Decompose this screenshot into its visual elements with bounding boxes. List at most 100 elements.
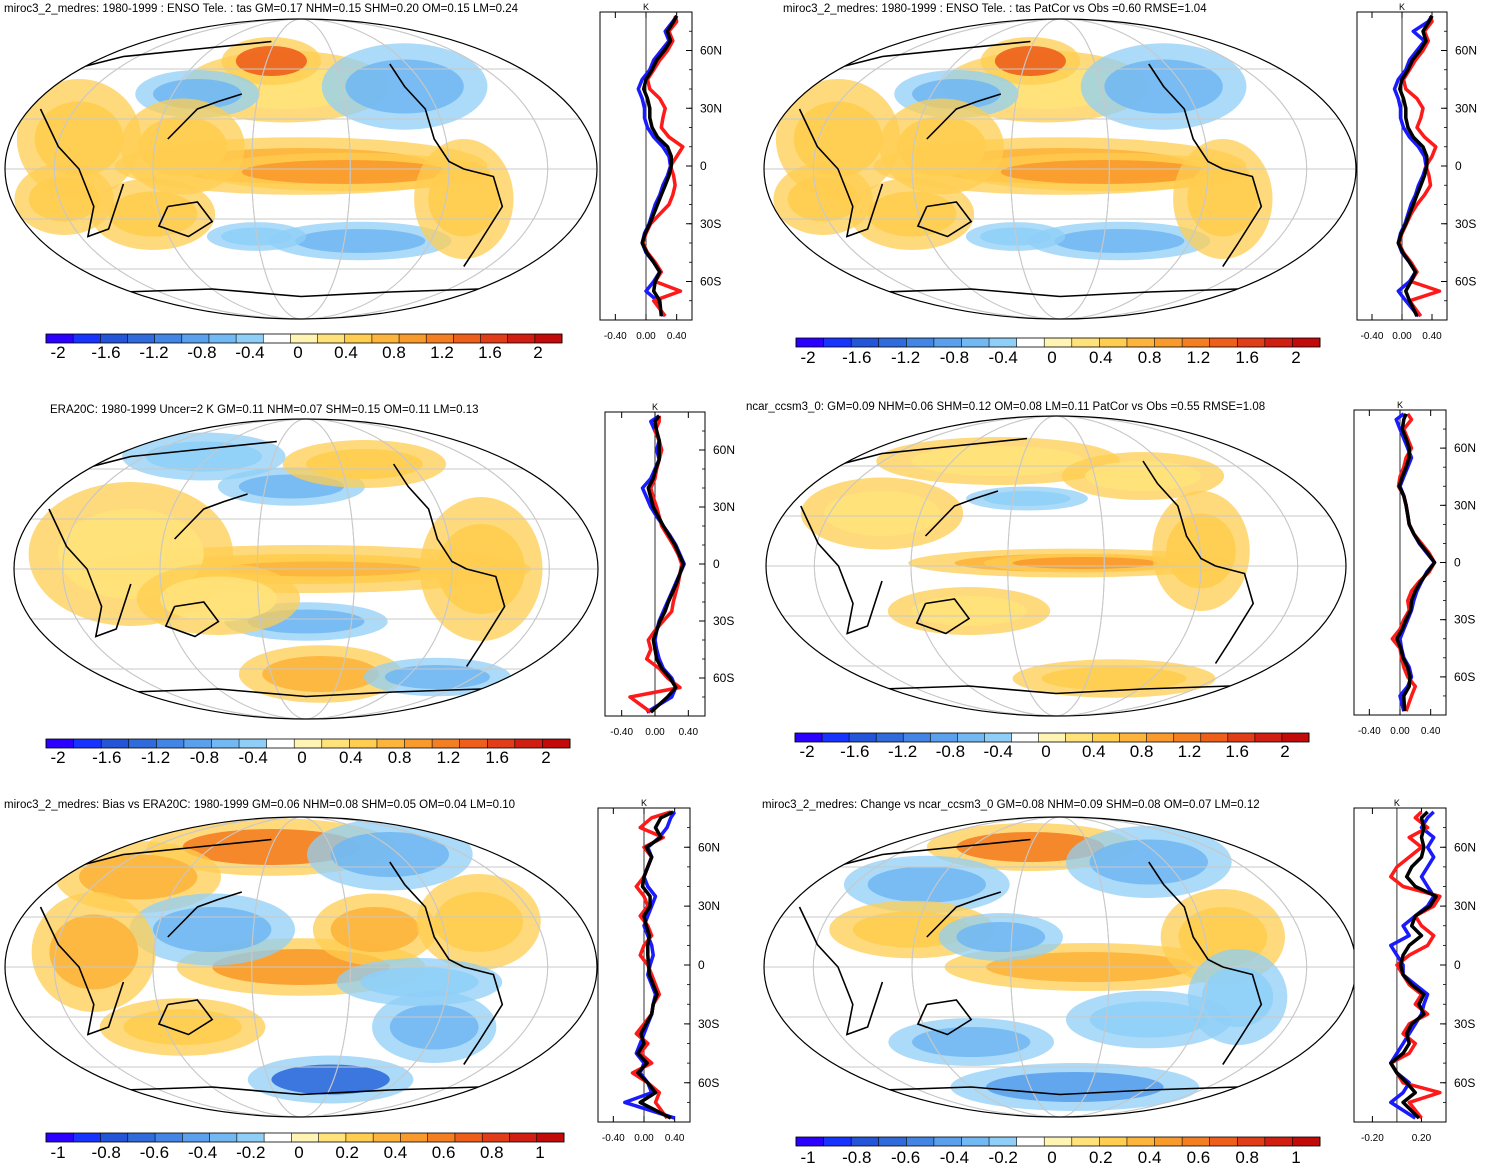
colorbar-cell [480, 334, 508, 343]
colorbar-cell [514, 739, 543, 748]
anomaly-core [897, 116, 986, 177]
colorbar-cell [1173, 733, 1202, 742]
coastline [926, 93, 1002, 140]
coastline [48, 508, 132, 638]
colorbar-cell [263, 334, 291, 343]
colorbar-cell [318, 1133, 347, 1142]
anomaly-core [360, 967, 479, 997]
colorbar-cell [399, 334, 427, 343]
colorbar-cell [46, 334, 74, 343]
panel-title: miroc3_2_medres: Bias vs ERA20C: 1980-19… [4, 799, 515, 811]
colorbar-tick-label: -2 [800, 348, 815, 367]
coastline [882, 288, 1238, 298]
panel-title: miroc3_2_medres: Change vs ncar_ccsm3_0 … [762, 799, 1260, 811]
coastline [882, 1086, 1238, 1096]
colorbar-cell [1099, 338, 1128, 347]
map-outline [765, 415, 1347, 717]
colorbar-cell [989, 1137, 1017, 1146]
coastline [798, 906, 884, 1036]
colorbar-tick-label: 1.2 [437, 748, 461, 767]
colorbar-cell [1237, 1137, 1266, 1146]
colorbar-tick-label: 1 [535, 1143, 544, 1162]
x-tick-label: -0.20 [1361, 1133, 1384, 1144]
coastline [916, 201, 973, 238]
colorbar-cell [236, 334, 264, 343]
anomaly-core [1202, 967, 1274, 1027]
y-tick-label: 60S [1454, 1076, 1475, 1090]
colorbar-cell [1044, 1137, 1073, 1146]
colorbar-tick-label: -1 [800, 1148, 815, 1167]
colorbar-cell [209, 1133, 238, 1142]
map-field [764, 19, 1356, 319]
colorbar-cell [823, 1137, 852, 1146]
colorbar-cell [290, 334, 318, 343]
colorbar-cell [127, 334, 155, 343]
colorbar-tick-label: 0 [1041, 742, 1050, 761]
colorbar-tick-label: -0.4 [989, 348, 1018, 367]
y-tick-label: 0 [700, 159, 707, 173]
colorbar-cell [1126, 338, 1155, 347]
colorbar-cell [1146, 733, 1175, 742]
colorbar-cell [100, 1133, 129, 1142]
colorbar-cell [345, 1133, 374, 1142]
anomaly-core [911, 446, 1085, 476]
side-plot-unit: K [641, 798, 647, 808]
panel-3: ERA20C: 1980-1999 Uncer=2 K GM=0.11 NHM=… [13, 402, 735, 767]
y-tick-label: 0 [1454, 958, 1461, 972]
panel-title: ERA20C: 1980-1999 Uncer=2 K GM=0.11 NHM=… [50, 404, 479, 416]
colorbar-cell [487, 739, 516, 748]
coastline [39, 906, 125, 1036]
y-tick-label: 30N [700, 101, 722, 115]
y-tick-label: 60S [1454, 670, 1475, 684]
colorbar-cell [482, 1133, 510, 1142]
colorbar-frame [794, 732, 1310, 743]
anomaly-core [79, 854, 198, 900]
y-tick-label: 30N [1455, 101, 1477, 115]
colorbar-cell [1254, 733, 1283, 742]
colorbar-frame [45, 333, 563, 344]
graticule-lon [62, 419, 550, 719]
colorbar-cell [373, 1133, 401, 1142]
x-tick-label: -0.40 [602, 1133, 625, 1144]
colorbar-tick-label: -1.6 [842, 348, 871, 367]
colorbar-tick-label: -1.2 [139, 343, 168, 362]
coastline [157, 999, 214, 1036]
colorbar-cell [266, 739, 295, 748]
y-tick-label: 30S [698, 1017, 719, 1031]
anomaly-core [235, 46, 307, 76]
anomaly-core [793, 101, 883, 177]
colorbar-cell [371, 334, 400, 343]
map-outline [13, 418, 599, 720]
colorbar-cell [1092, 733, 1120, 742]
colorbar-frame [795, 337, 1321, 348]
colorbar-cell [961, 1137, 990, 1146]
colorbar-cell [984, 733, 1012, 742]
x-tick-label: 0.40 [1422, 331, 1442, 342]
colorbar-tick-label: -0.8 [190, 748, 219, 767]
colorbar-tick-label: 2 [533, 343, 542, 362]
colorbar-cell [1154, 1137, 1183, 1146]
x-tick-label: 0.40 [665, 1133, 685, 1144]
colorbar-cell [1209, 1137, 1238, 1146]
colorbar-tick-label: -0.8 [187, 343, 216, 362]
colorbar-cell [1011, 733, 1039, 742]
y-tick-label: 60N [700, 44, 722, 58]
colorbar-cell [507, 334, 536, 343]
x-tick-label: 0.40 [667, 331, 687, 342]
coastline [174, 493, 248, 540]
anomaly-core [123, 1009, 242, 1045]
colorbar-cell [154, 334, 183, 343]
anomaly-core [330, 832, 449, 877]
colorbar-cell [795, 733, 823, 742]
panel-title: ncar_ccsm3_0: GM=0.09 NHM=0.06 SHM=0.12 … [746, 401, 1265, 413]
colorbar-tick-label: -2 [50, 343, 65, 362]
colorbar-cell [100, 334, 128, 343]
colorbar-cell [404, 739, 433, 748]
colorbar-tick-label: -2 [799, 742, 814, 761]
colorbar-cell [933, 1137, 962, 1146]
coastline [1148, 63, 1224, 170]
colorbar-cell [432, 739, 460, 748]
colorbar-cell [933, 338, 962, 347]
anomaly-core [1012, 557, 1158, 569]
colorbar-cell [796, 338, 824, 347]
